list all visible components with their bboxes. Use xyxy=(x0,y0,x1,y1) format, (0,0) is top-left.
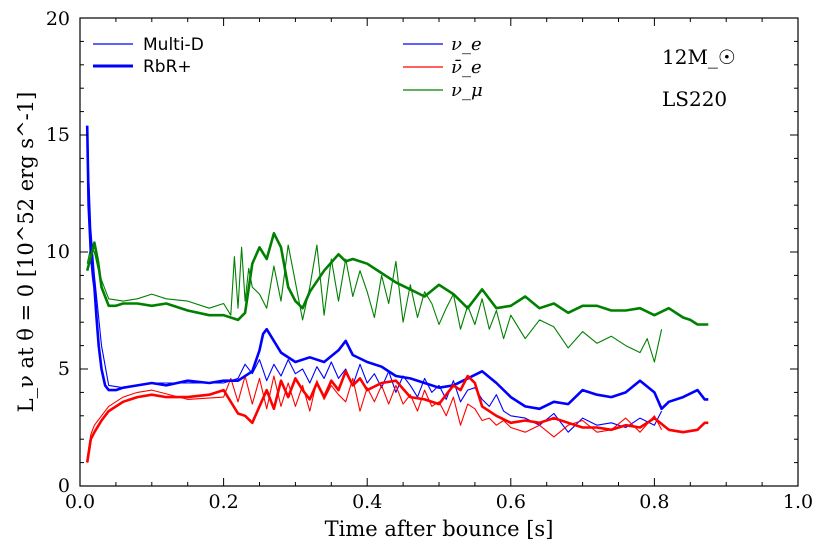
y-tick-label: 0 xyxy=(58,475,70,497)
series-line xyxy=(85,369,709,463)
y-tick-label: 10 xyxy=(46,241,70,263)
legend-label-rbr: RbR+ xyxy=(143,57,192,77)
legend-styles: Multi-D RbR+ xyxy=(93,35,204,77)
mass-annotation: 12M_☉ xyxy=(662,45,736,69)
legend-label-nue: ν_e xyxy=(451,34,482,55)
legend-label-multid: Multi-D xyxy=(143,35,204,55)
x-tick-label: 1.0 xyxy=(783,491,813,513)
y-tick-label: 15 xyxy=(46,124,70,146)
series-line xyxy=(86,134,663,433)
y-tick-label: 5 xyxy=(58,358,70,380)
eos-annotation: LS220 xyxy=(662,87,727,111)
y-axis-title: L_ν at θ = 0 [10^52 erg s^-1] xyxy=(14,92,38,413)
series-line xyxy=(85,125,709,411)
ticks-layer xyxy=(79,17,799,487)
series-layer xyxy=(85,125,709,463)
y-tick-label: 20 xyxy=(46,8,70,30)
legend-species: ν_e ν̄_e ν_μ xyxy=(403,34,483,101)
legend-label-numu: ν_μ xyxy=(451,80,483,101)
x-tick-label: 0.4 xyxy=(352,491,382,513)
x-tick-label: 0.6 xyxy=(496,491,526,513)
series-line xyxy=(86,375,663,458)
series-line xyxy=(86,244,663,363)
x-axis-title: Time after bounce [s] xyxy=(325,517,554,541)
series-line xyxy=(85,232,709,326)
x-tick-label: 0.0 xyxy=(65,491,95,513)
x-tick-label: 0.8 xyxy=(639,491,669,513)
legend-label-nuebar: ν̄_e xyxy=(451,57,482,78)
x-tick-label: 0.2 xyxy=(208,491,238,513)
